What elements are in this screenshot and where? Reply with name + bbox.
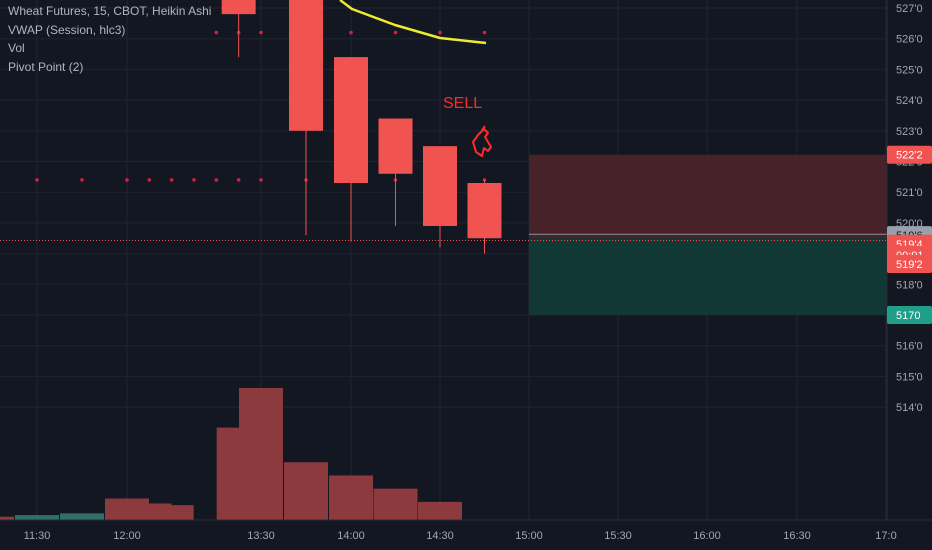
pivot-point-dot — [393, 30, 398, 35]
price-tick-label: 523'0 — [896, 126, 923, 138]
price-tick-label: 527'0 — [896, 3, 923, 15]
pivot-point-dot — [236, 178, 241, 182]
legend-symbol[interactable]: Wheat Futures, 15, CBOT, Heikin Ashi — [8, 4, 212, 18]
pivot-point-dot — [438, 30, 442, 35]
time-tick-label: 16:00 — [693, 530, 721, 542]
price-tick-label: 525'0 — [896, 64, 923, 76]
volume-bar — [0, 516, 14, 520]
chart-legend: Wheat Futures, 15, CBOT, Heikin Ashi VWA… — [8, 2, 211, 76]
volume-bar — [329, 475, 373, 520]
pivot-point-dot — [35, 178, 39, 182]
legend-vol[interactable]: Vol — [8, 41, 25, 55]
volume-bar — [284, 462, 328, 520]
price-tick-label: 515'0 — [896, 371, 923, 383]
pivot-point-dot — [80, 178, 84, 182]
price-label-text: 522'2 — [896, 150, 923, 162]
price-tick-label: 526'0 — [896, 34, 923, 46]
candle-body[interactable] — [334, 57, 368, 183]
pivot-point-dot — [259, 178, 263, 182]
time-tick-label: 12:00 — [113, 530, 141, 542]
pivot-point-dot — [259, 30, 263, 35]
price-tick-label: 521'0 — [896, 187, 923, 199]
time-tick-label: 15:00 — [515, 530, 543, 542]
volume-bar — [418, 501, 462, 520]
price-label-box — [887, 306, 932, 324]
legend-pivot[interactable]: Pivot Point (2) — [8, 59, 84, 74]
time-tick-label: 16:30 — [783, 530, 811, 542]
candle-body[interactable] — [378, 118, 413, 174]
pivot-point-dot — [125, 178, 129, 182]
vwap-line — [339, 0, 487, 45]
price-label-text: 519'2 — [896, 259, 923, 271]
candle-body[interactable] — [467, 182, 502, 239]
volume-bar — [60, 513, 104, 520]
price-label-text: 5170 — [896, 310, 920, 322]
volume-bar — [239, 388, 283, 520]
pivot-point-dot — [214, 178, 219, 182]
pivot-point-dot — [482, 30, 487, 35]
time-tick-label: 11:30 — [24, 530, 51, 542]
volume-bar — [15, 515, 59, 520]
time-axis[interactable] — [0, 520, 932, 550]
pivot-point-dot — [147, 178, 152, 182]
volume-bar — [373, 488, 418, 520]
volume-bar — [149, 505, 194, 520]
pivot-point-dot — [169, 178, 174, 182]
candle-body[interactable] — [221, 0, 256, 15]
price-tick-label: 518'0 — [896, 279, 923, 291]
price-tick-label: 524'0 — [896, 95, 923, 107]
time-tick-label: 14:30 — [426, 530, 454, 542]
sell-annotation: SELL — [443, 95, 482, 112]
take-profit-zone[interactable] — [529, 238, 887, 315]
time-tick-label: 15:30 — [604, 530, 632, 542]
stop-loss-zone[interactable] — [529, 154, 887, 239]
pivot-point-dot — [214, 30, 219, 35]
time-tick-label: 13:30 — [247, 530, 275, 542]
price-tick-label: 516'0 — [896, 341, 923, 353]
legend-vwap[interactable]: VWAP (Session, hlc3) — [8, 22, 126, 37]
pivot-point-dot — [192, 178, 196, 182]
price-tick-label: 514'0 — [896, 402, 923, 414]
hand-pointer-icon — [472, 125, 492, 157]
price-label-box — [887, 145, 932, 164]
candle-body[interactable] — [423, 146, 457, 226]
price-label-box — [887, 255, 932, 274]
candle-body[interactable] — [289, 0, 323, 131]
time-tick-label: 14:00 — [337, 530, 365, 542]
time-tick-label: 17:0 — [875, 530, 896, 542]
pivot-point-dot — [349, 30, 353, 35]
